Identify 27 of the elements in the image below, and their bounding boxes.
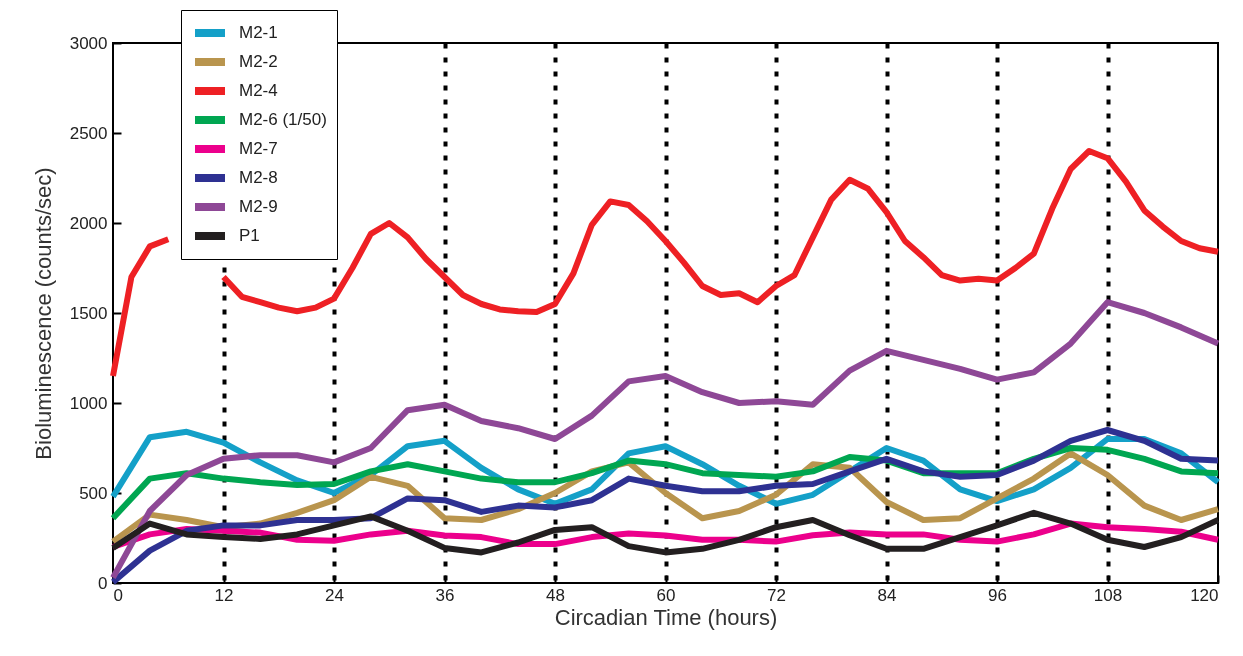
legend-label: M2-9 [239, 197, 278, 216]
x-tick-label: 0 [113, 585, 123, 605]
y-tick-label: 1000 [69, 393, 108, 413]
x-tick-label: 108 [1093, 585, 1123, 605]
x-tick-label: 24 [325, 585, 344, 605]
x-tick-label: 12 [214, 585, 234, 605]
y-axis-title: Bioluminescence (counts/sec) [30, 167, 56, 460]
legend-label: P1 [239, 226, 260, 245]
legend-label: M2-2 [239, 52, 278, 71]
x-axis-title: Circadian Time (hours) [554, 604, 778, 630]
x-tick-label: 120 [1190, 585, 1219, 605]
legend-label: M2-1 [239, 23, 278, 42]
y-tick-label: 2000 [69, 213, 108, 233]
legend-label: M2-4 [239, 81, 278, 100]
x-tick-label: 48 [546, 585, 565, 605]
legend-label: M2-6 (1/50) [239, 110, 327, 129]
y-tick-label: 2500 [69, 123, 108, 143]
x-tick-label: 84 [877, 585, 897, 605]
legend-label: M2-8 [239, 168, 278, 187]
y-tick-label: 500 [79, 483, 108, 503]
x-tick-label: 60 [656, 585, 676, 605]
legend-label: M2-7 [239, 139, 278, 158]
y-tick-label: 3000 [69, 33, 108, 53]
x-tick-label: 36 [435, 585, 455, 605]
x-tick-label: 96 [988, 585, 1007, 605]
y-tick-label: 1500 [69, 303, 108, 323]
x-tick-label: 72 [767, 585, 786, 605]
